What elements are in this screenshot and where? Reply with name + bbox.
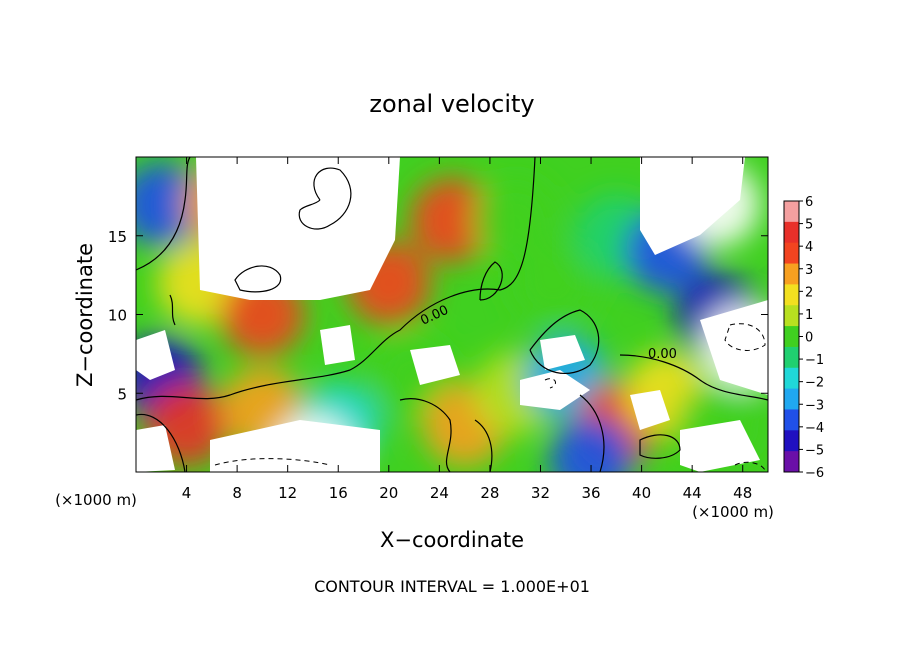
x-tick-label: 40 [632,484,651,502]
x-tick-label: 4 [182,484,192,502]
x-tick-label: 8 [232,484,242,502]
colorbar-tick-label: −4 [805,421,824,436]
colorbar-swatch [784,221,799,244]
x-axis-label: X−coordinate [380,528,524,552]
plot-area: 0.00 0.00 [135,156,769,473]
colorbar-tick-label: 2 [805,285,813,300]
colorbar-swatch [784,242,799,265]
x-tick-label: 20 [379,484,398,502]
colorbar-tick-label: 6 [805,195,813,210]
colorbar-swatch [784,305,799,327]
colorbar-tick-label: −1 [805,353,824,368]
y-axis: 5 10 15 [108,228,768,403]
x-tick-label: 44 [683,484,702,502]
x-unit-left: (×1000 m) [55,491,137,509]
x-axis: 4 8 12 16 20 24 28 32 36 40 44 48 [182,157,752,502]
colorbar-tick-label: −6 [805,466,824,481]
field-region-6 [410,178,494,262]
chart-title: zonal velocity [369,90,534,118]
field-region-26 [549,417,634,472]
colorbar-swatch [784,451,799,473]
field-region-8 [511,241,596,325]
colorbar: 6 5 4 3 2 1 0 −1 −2 −3 −4 −5 −6 [783,195,824,481]
colorbar-swatch [784,409,799,431]
colorbar-swatch [784,367,799,390]
colorbar-tick-label: −5 [805,443,824,458]
colorbar-tick-label: 1 [805,308,813,323]
colorbar-tick-label: 5 [805,218,813,233]
x-tick-label: 28 [480,484,499,502]
colorbar-tick-label: 3 [805,263,813,278]
x-tick-label: 48 [733,484,752,502]
x-tick-label: 24 [430,484,449,502]
colorbar-swatch [784,201,799,223]
y-tick-label: 10 [108,307,127,325]
x-tick-label: 32 [531,484,550,502]
colorbar-swatch [784,263,799,285]
negative-contours [214,323,766,471]
y-tick-label: 15 [108,228,127,246]
contour-label: 0.00 [648,347,677,362]
colorbar-tick-label: 0 [805,331,813,346]
contour-interval-note: CONTOUR INTERVAL = 1.000E+01 [314,577,590,596]
colorbar-tick-label: −2 [805,376,824,391]
x-tick-label: 36 [581,484,600,502]
y-tick-label: 5 [117,385,127,403]
y-axis-label: Z−coordinate [73,243,97,387]
colorbar-swatch [784,388,799,410]
colorbar-swatch [784,326,799,348]
colorbar-swatch [784,430,799,452]
colorbar-swatch [784,346,799,369]
colorbar-tick-label: −3 [805,398,824,413]
contour-lines [136,157,768,472]
x-unit-right: (×1000 m) [692,503,774,521]
x-tick-label: 16 [329,484,348,502]
colorbar-tick-label: 4 [805,240,813,255]
colorbar-swatch [784,284,799,306]
field-region-7 [473,178,558,262]
x-tick-label: 12 [278,484,297,502]
